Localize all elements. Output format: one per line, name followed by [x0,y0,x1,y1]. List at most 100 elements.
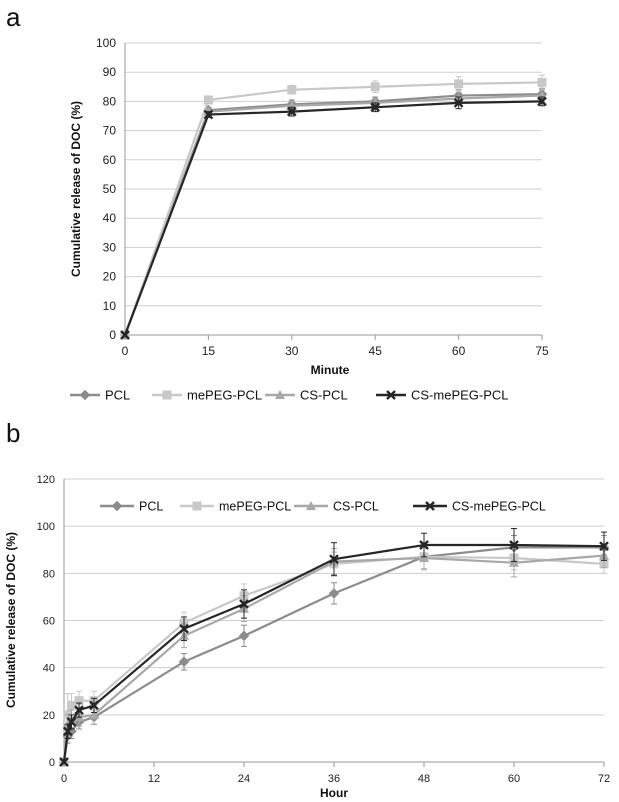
panel-b-plot: 0 20 40 60 80 100 120 0 12 24 36 48 60 72 PCL mePEG-PCL… [37,474,610,785]
panel-a-legend-cs-mepeg-pcl-label: CS-mePEG-PCL [411,388,509,403]
panel-b-series-cs-mepeg-pcl-point [62,726,73,737]
panel-a-y-tick-label: 10 [103,299,117,313]
panel-b-series-cs-mepeg-pcl-point-stroke-2 [59,757,69,767]
panel-a-legend-cs-pcl-label: CS-PCL [300,388,348,403]
panel-b-x-axis-title: Hour [320,786,348,800]
panel-b-legend-mepeg-pcl-label: mePEG-PCL [219,500,291,514]
panel-b-label: b [6,418,20,448]
panel-b-series-mepeg-pcl-point [74,696,84,706]
panel-b-series-cs-mepeg-pcl-point [89,700,99,711]
panel-a-series-cs-mepeg-pcl-point [203,109,214,120]
panel-b-legend-cs-mepeg-pcl-label: CS-mePEG-PCL [452,500,546,514]
panel-a-y-tick-label: 90 [103,65,117,79]
panel-b-legend-cs-mepeg-pcl-marker-stroke-2 [425,501,435,511]
panel-b-x-tick-label: 36 [328,773,340,785]
panel-a-legend-cs-mepeg-pcl-marker-stroke-2 [386,390,396,400]
panel-b-legend-pcl-marker [111,500,123,512]
panel-a-series-mepeg-pcl-point [454,79,464,89]
panel-a-series-mepeg-pcl-point [370,82,380,92]
panel-b-series-cs-mepeg-pcl-point [419,540,429,550]
panel-a-y-tick-label: 50 [103,182,117,196]
panel-a-series-cs-mepeg-pcl-point [453,98,464,108]
panel-b-x-tick-label: 60 [508,773,520,785]
panel-a-x-tick-label: 15 [202,344,216,358]
panel-a-legend-pcl-label: PCL [105,388,130,403]
panel-a-y-tick-label: 70 [103,124,117,138]
panel-b-legend-cs-pcl-marker [306,501,316,510]
panel-b-legend-pcl-label: PCL [139,500,163,514]
panel-a-series-cs-pcl-line [123,94,543,336]
panel-b-x-tick-label: 24 [238,773,250,785]
panel-b-series-pcl-point [238,630,250,642]
panel-a-series-cs-mepeg-pcl-point-stroke-2 [537,96,547,107]
panel-a-legend-mepeg-pcl-label: mePEG-PCL [187,388,262,403]
panel-b-series-cs-mepeg-pcl-line [62,543,605,763]
panel-a-label: a [6,2,21,32]
panel-b-x-tick-label: 0 [61,773,67,785]
panel-b-y-tick-label: 120 [37,474,55,486]
panel-b-series-cs-mepeg-pcl-point-stroke-2 [419,540,429,550]
panel-b-series-cs-mepeg-pcl-point-stroke-2 [62,726,73,737]
panel-b-series-cs-mepeg-pcl-point [599,541,609,552]
panel-b-series-cs-mepeg-pcl-point-stroke-2 [239,599,249,609]
panel-a-legend-mepeg-pcl-marker [162,390,172,400]
panel-a-x-axis-title: Minute [311,363,350,377]
panel-b-series-cs-pcl-point [419,553,429,563]
panel-b-series-cs-mepeg-pcl-point [59,757,69,767]
panel-a-series-cs-mepeg-pcl-point-stroke-2 [453,98,464,108]
panel-a-plot: 0 10 20 30 40 50 60 70 80 90 100 0 15 30 45 60 75 PCL mePE… [70,36,549,403]
panel-a-series-cs-mepeg-pcl-point [537,96,547,107]
panel-a-legend-cs-pcl-marker [275,390,285,399]
panel-b-series-cs-mepeg-pcl-point-stroke-2 [329,554,339,565]
panel-b-series-cs-mepeg-pcl-point [179,623,189,634]
panel-a-x-tick-label: 45 [369,344,383,358]
panel-b-series-cs-mepeg-pcl-point-stroke-2 [179,623,189,634]
panel-b-series-cs-mepeg-pcl-point [329,554,339,565]
panel-a-series-cs-mepeg-pcl-point-stroke-2 [370,102,381,113]
panel-a-y-tick-label: 30 [103,240,117,254]
panel-a-series-cs-mepeg-pcl-point [286,106,297,117]
panel-b-series-pcl-line [62,546,604,763]
panel-b-series-cs-mepeg-pcl-point-stroke-2 [509,540,519,550]
panel-a-series-mepeg-pcl-point [287,85,297,95]
panel-b-series-cs-mepeg-pcl-point [509,540,519,550]
panel-b-y-tick-label: 20 [43,710,55,722]
panel-a-series-cs-mepeg-pcl-point [120,330,130,340]
panel-a-y-tick-label: 100 [96,36,116,50]
panel-a-legend-pcl-marker [79,389,91,401]
panel-b-x-tick-label: 72 [598,773,610,785]
panel-b-y-tick-label: 80 [43,568,55,580]
panel-a-series-cs-mepeg-pcl-line [123,100,543,336]
panel-b-series-pcl-point [328,588,340,599]
panel-a-x-tick-label: 30 [285,344,299,358]
panel-b-x-tick-label: 12 [148,773,160,785]
panel-b-x-tick-label: 48 [418,773,430,785]
panel-a-y-tick-label: 40 [103,211,117,225]
panel-a-x-tick-label: 0 [122,344,129,358]
panel-b-series-cs-mepeg-pcl-point-stroke-2 [599,541,609,552]
panel-a-series-mepeg-pcl-point [537,77,547,87]
panel-b-y-axis-title: Cumulative release of DOC (%) [4,532,18,708]
panel-a-y-axis-title: Cumulative release of DOC (%) [69,101,83,277]
panel-a-series-cs-mepeg-pcl-point-stroke-2 [120,330,130,340]
panel-a-legend-cs-mepeg-pcl-marker [386,390,396,400]
panel-a-y-tick-label: 60 [103,153,117,167]
panel-b-series-cs-mepeg-pcl-point-stroke-2 [74,705,84,715]
panel-b-legend-cs-pcl-label: CS-PCL [333,500,379,514]
panel-b-y-tick-label: 40 [43,663,55,675]
panel-a-series-mepeg-pcl-point [203,95,213,105]
panel-b-series-cs-mepeg-pcl-point [239,599,249,609]
panel-b-series-cs-mepeg-pcl-point-stroke-2 [66,717,77,727]
panel-a-x-tick-label: 75 [535,344,549,358]
panel-b-series-cs-mepeg-pcl-point [66,717,77,727]
panel-a-y-tick-label: 0 [109,328,116,342]
panel-a-y-tick-label: 80 [103,94,117,108]
panel-a-series-cs-mepeg-pcl-point-stroke-2 [286,106,297,117]
panel-a-series-mepeg-pcl-line [123,81,543,336]
panel-b-legend-mepeg-pcl-marker [192,501,202,511]
panel-b-legend-cs-mepeg-pcl-marker [425,501,435,511]
panel-b-series-mepeg-pcl-point [67,700,76,710]
panel-b-series-cs-mepeg-pcl-point [74,705,84,715]
panel-a-series-cs-mepeg-pcl-point [370,102,381,113]
